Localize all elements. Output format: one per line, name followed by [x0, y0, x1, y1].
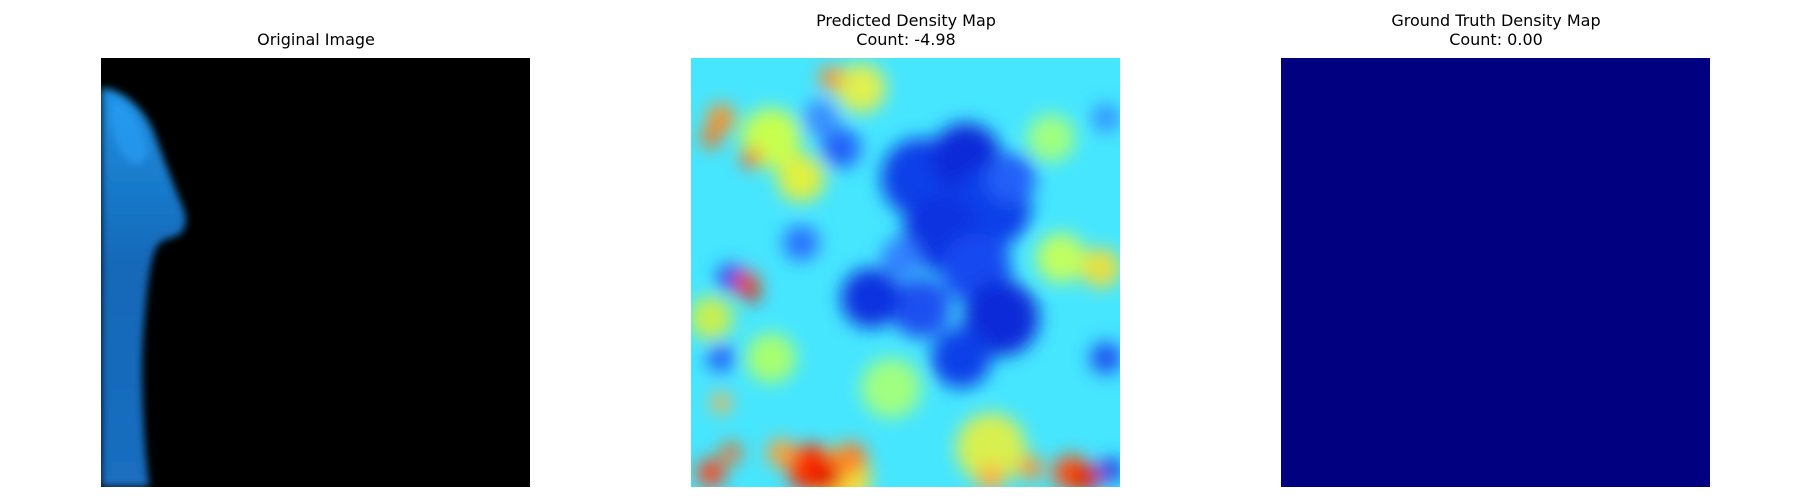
density-blob — [881, 238, 921, 278]
density-blob — [697, 459, 725, 487]
density-blob — [707, 104, 735, 132]
density-blob — [821, 128, 861, 168]
density-blob — [1081, 248, 1120, 288]
density-blob — [1027, 114, 1075, 162]
density-blob — [810, 462, 842, 487]
panel-count: Count: -4.98 — [856, 30, 956, 49]
original-image-plot — [101, 58, 530, 487]
density-blob — [1072, 464, 1100, 487]
density-blob — [1036, 233, 1086, 283]
density-blob — [1019, 456, 1043, 480]
image-background — [101, 58, 530, 487]
density-blob — [707, 344, 735, 372]
density-blob — [841, 268, 901, 328]
original-image — [101, 58, 530, 487]
density-blob — [746, 333, 796, 383]
density-blob — [741, 148, 761, 168]
predicted-heatmap — [691, 58, 1120, 487]
density-blob — [977, 464, 1005, 487]
density-blob — [1099, 458, 1120, 482]
density-blob — [803, 100, 839, 136]
panel-title: Original Image — [257, 30, 375, 49]
density-blob — [742, 284, 760, 302]
ground-truth-density-plot — [1281, 58, 1710, 487]
density-blob — [767, 439, 795, 467]
panel-original-image: Original Image — [86, 0, 546, 500]
density-blob — [777, 154, 825, 202]
face-silhouette — [101, 88, 186, 487]
density-blob — [1092, 104, 1120, 132]
density-blob — [836, 63, 886, 113]
panel-predicted-density: Predicted Density Map Count: -4.98 — [676, 0, 1136, 500]
density-blob — [861, 358, 921, 418]
density-blob — [691, 296, 733, 340]
density-blob — [956, 413, 1026, 483]
panel-count: Count: 0.00 — [1449, 30, 1543, 49]
panel-title: Ground Truth Density Map — [1391, 11, 1601, 30]
density-blob — [783, 225, 819, 261]
heatmap-blobs — [691, 63, 1120, 487]
density-blob — [819, 66, 843, 90]
density-blob — [721, 443, 741, 463]
density-blob — [711, 393, 731, 413]
density-blob — [701, 128, 721, 148]
panel-ground-truth-density: Ground Truth Density Map Count: 0.00 — [1266, 0, 1726, 500]
density-blob — [986, 153, 1036, 203]
density-blob — [891, 278, 951, 338]
density-blob — [1090, 342, 1120, 374]
panel-title: Predicted Density Map — [816, 11, 996, 30]
heatmap-fill — [1281, 58, 1710, 487]
density-blob — [835, 442, 867, 474]
predicted-density-plot — [691, 58, 1120, 487]
face-highlight — [111, 98, 148, 165]
ground-truth-heatmap — [1281, 58, 1710, 487]
density-blob — [931, 328, 991, 388]
